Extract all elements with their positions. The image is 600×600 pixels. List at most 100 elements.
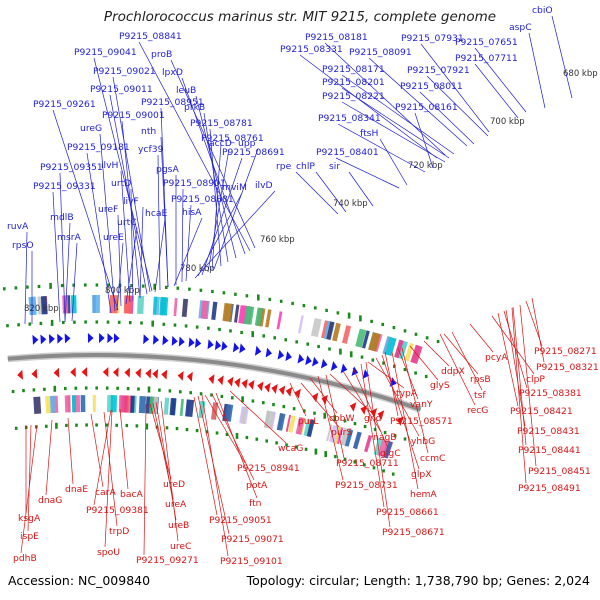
tick-dot [14,426,18,430]
gene-arrow-forward [232,342,240,353]
tick-dot [234,292,237,296]
feature-band-forward [152,296,158,315]
feature-band-reverse [334,426,342,444]
forward-gene-leader [337,123,426,173]
reverse-gene-leader [289,382,307,417]
gene-arrow-reverse [257,381,264,392]
reverse-gene-label: purL [298,416,319,427]
reverse-gene-label: glgC [380,448,401,459]
gene-arrow-forward [171,335,178,346]
reverse-gene-label: P9215_08491 [518,483,581,494]
reverse-gene-label: trpD [109,526,129,537]
reverse-gene-label: P9215_08431 [517,426,580,437]
feature-band-forward [362,330,370,349]
forward-gene-leader [173,217,203,287]
feature-band-reverse [276,413,286,431]
gene-arrow-reverse [152,369,159,379]
reverse-gene-label: wcaG [278,443,303,454]
forward-gene-label: hcaE [145,208,168,219]
tick-dot [173,323,177,327]
tick-dot [229,329,232,333]
feature-band-reverse [49,395,57,413]
reverse-gene-leader [512,306,527,446]
tick-dot [372,466,376,470]
tick-dot [302,304,306,308]
tick-dot [218,327,221,332]
feature-band-forward [326,321,335,340]
reverse-gene-label: dnaG [38,495,62,506]
reverse-gene-leader [439,333,476,406]
forward-gene-leader [24,231,28,325]
tick-dot [175,427,179,431]
reverse-gene-label: P9215_08451 [528,466,591,477]
reverse-gene-label: potA [246,480,268,491]
feature-band-forward [109,295,118,314]
forward-gene-leader [109,94,148,295]
reverse-gene-leader [531,297,545,363]
forward-gene-leader [170,59,256,249]
gene-arrow-forward [285,351,292,362]
forward-gene-label: lpxD [162,67,183,78]
feature-band-forward [394,339,404,359]
tick-dot [107,283,110,287]
gene-arrow-reverse [321,394,328,405]
forward-gene-label: P9215_07921 [407,65,470,76]
reverse-gene-leader [401,347,429,454]
feature-band-reverse [33,396,42,414]
gene-arrow-forward [48,334,55,344]
tick-dot [35,425,38,429]
feature-band-reverse [240,406,248,424]
forward-gene-leader [194,190,276,279]
forward-gene-label: P9215_09021 [93,66,156,77]
gene-arrow-forward [153,334,159,345]
reverse-gene-label: P9215_09381 [86,505,149,516]
forward-gene-leader [71,242,78,322]
tick-dot [268,297,272,301]
feature-band-reverse [92,395,96,412]
feature-band-forward [234,304,240,323]
feature-band-forward [71,295,77,314]
tick-dot [306,342,309,346]
forward-gene-leader [195,95,237,259]
accession-label: Accession: NC_009840 [8,573,151,588]
tick-dot [116,386,119,390]
reverse-gene-label: ureA [165,499,187,510]
kbp-tick-label: 780 kbp [180,264,215,274]
tick-dot [245,435,249,440]
feature-band-reverse [130,395,135,413]
feature-band-forward [200,300,209,319]
forward-gene-label: P9215_07931 [401,33,464,44]
gene-arrow-forward [178,336,185,347]
reverse-gene-label: pdhB [13,553,37,564]
forward-gene-leader [157,154,161,291]
forward-gene-label: P9215_08341 [318,113,381,124]
forward-gene-label: P9215_08171 [322,64,385,75]
tick-dot [347,312,351,319]
reverse-gene-label: tsf [474,390,486,401]
tick-dot [39,321,43,325]
reverse-gene-label: purS [331,427,352,438]
tick-dot [65,423,68,427]
forward-gene-label: P9215_08691 [222,147,285,158]
reverse-gene-leader [384,351,399,417]
tick-dot [184,324,188,328]
reverse-gene-leader [155,401,177,521]
forward-gene-label: P9215_09351 [40,162,103,173]
tick-dot [155,425,159,429]
gene-arrow-forward [277,349,285,360]
tick-dot [22,389,25,393]
feature-band-reverse [120,395,128,413]
forward-gene-label: pgsA [156,164,179,175]
tick-dot [84,283,87,287]
tick-dot [363,424,367,429]
feature-band-forward [181,298,189,317]
feature-band-forward [123,295,132,314]
forward-gene-label: P9215_08761 [201,133,264,144]
forward-gene-leader [295,171,339,215]
forward-gene-leader [120,170,131,303]
tick-dot [382,361,385,365]
tick-dot [74,386,78,390]
tick-dot [129,321,132,325]
gene-arrow-reverse [31,368,38,379]
forward-gene-leader [426,75,489,137]
